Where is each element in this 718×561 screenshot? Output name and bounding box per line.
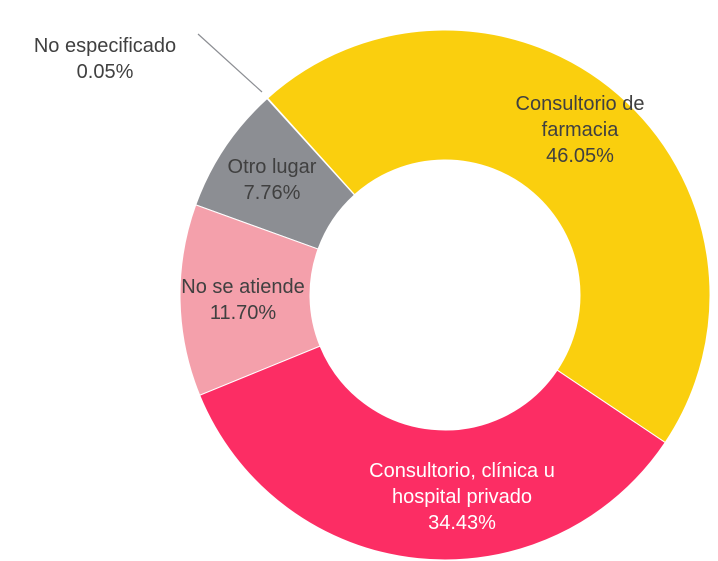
- slice-label: Otro lugar 7.76%: [172, 154, 372, 206]
- value-label: 46.05%: [546, 145, 614, 167]
- category-label: Otro lugar: [227, 156, 317, 178]
- slice-label: Consultorio de farmacia 46.05%: [495, 91, 665, 169]
- category-label: No se atiende: [181, 276, 305, 298]
- value-label: 11.70%: [209, 302, 277, 324]
- donut-slice: [266, 29, 711, 444]
- category-label: No especificado: [33, 35, 177, 57]
- donut-slice: [199, 345, 666, 561]
- slice-label: No especificado 0.05%: [5, 33, 205, 85]
- donut-slice: [195, 97, 356, 250]
- value-label: 0.05%: [76, 61, 134, 83]
- value-label: 7.76%: [243, 182, 301, 204]
- value-label: 34.43%: [428, 512, 496, 534]
- donut-slice: [179, 204, 321, 396]
- slice-label: Consultorio, clínica u hospital privado 3…: [342, 458, 582, 536]
- category-label: Consultorio de farmacia: [515, 93, 645, 141]
- slice-label: No se atiende 11.70%: [143, 274, 343, 326]
- leader-line: [197, 33, 263, 93]
- category-label: Consultorio, clínica u hospital privado: [369, 460, 555, 508]
